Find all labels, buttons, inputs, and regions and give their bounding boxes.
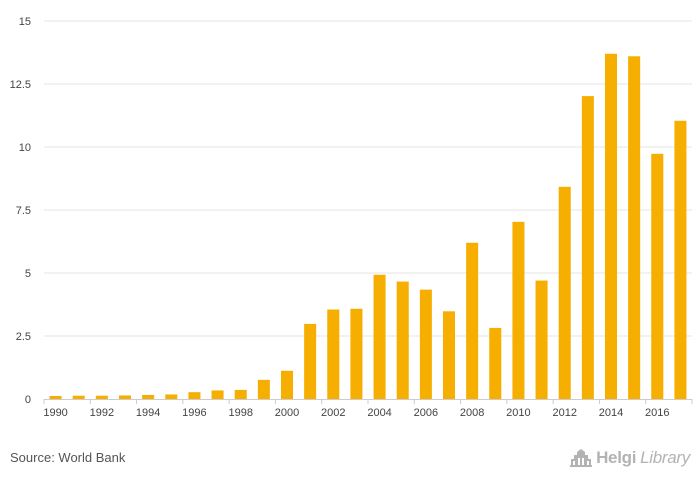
bar-chart: 0 2.5 5 7.5 10 12.5 15 1990 1992 1994 1996 1998 2000… [10, 16, 693, 419]
bar-2008 [466, 242, 479, 399]
bar-2006 [419, 289, 432, 399]
bar-2003 [350, 308, 363, 399]
footer: Source: World Bank Helgi Library [0, 440, 700, 483]
y-tick-label: 5 [25, 268, 31, 280]
x-tick-label: 2008 [460, 407, 484, 419]
bar-1999 [257, 379, 270, 399]
bar-2010 [512, 221, 525, 399]
brand-logo: Helgi Library [570, 448, 690, 468]
source-note: Source: World Bank [10, 450, 126, 465]
bar-2009 [489, 327, 502, 399]
x-tick-label: 1994 [136, 407, 160, 419]
bar-2002 [327, 309, 340, 399]
bar-2015 [628, 56, 641, 399]
brand-name-part1: Helgi [596, 448, 637, 467]
x-tick-label: 1990 [43, 407, 67, 419]
bar-1991 [72, 395, 85, 399]
x-tick-label: 1996 [182, 407, 206, 419]
x-tick-label: 2002 [321, 407, 345, 419]
x-tick-label: 2010 [506, 407, 530, 419]
x-tick-label: 2004 [367, 407, 391, 419]
bar-2007 [442, 311, 456, 399]
bar-1992 [95, 395, 108, 399]
bar-2011 [535, 280, 548, 399]
y-tick-label: 12.5 [10, 79, 31, 91]
bar-1996 [188, 392, 201, 399]
bar-1993 [118, 395, 132, 399]
bar-2005 [396, 281, 409, 399]
y-tick-label: 10 [19, 142, 31, 154]
x-tick-label: 2012 [552, 407, 576, 419]
bar-2014 [604, 53, 618, 399]
y-tick-label: 15 [19, 16, 31, 28]
bar-2000 [280, 370, 294, 399]
x-tick-label: 1992 [90, 407, 114, 419]
x-tick-label: 2014 [599, 407, 623, 419]
brand-name-part2: Library [640, 448, 690, 467]
y-tick-label: 7.5 [16, 205, 31, 217]
bar-1995 [165, 394, 178, 399]
bar-2012 [558, 186, 571, 399]
x-tick-label: 2006 [414, 407, 438, 419]
bar-2016 [651, 153, 664, 399]
bar-1994 [142, 394, 155, 399]
chart-svg: 0 2.5 5 7.5 10 12.5 15 1990 1992 1994 1996 1998 2000… [10, 16, 693, 419]
helgi-library-logo-icon [570, 449, 593, 467]
bar-1997 [211, 390, 224, 399]
x-tick-label: 2000 [275, 407, 299, 419]
bar-2017 [674, 120, 687, 400]
x-tick-label: 2016 [645, 407, 669, 419]
bar-2004 [373, 274, 386, 399]
bar-2001 [304, 323, 317, 399]
y-tick-label: 0 [25, 394, 31, 406]
y-tick-label: 2.5 [16, 331, 31, 343]
bar-2013 [581, 96, 594, 399]
x-tick-label: 1998 [228, 407, 252, 419]
bar-1990 [49, 395, 62, 399]
bar-1998 [234, 389, 247, 399]
